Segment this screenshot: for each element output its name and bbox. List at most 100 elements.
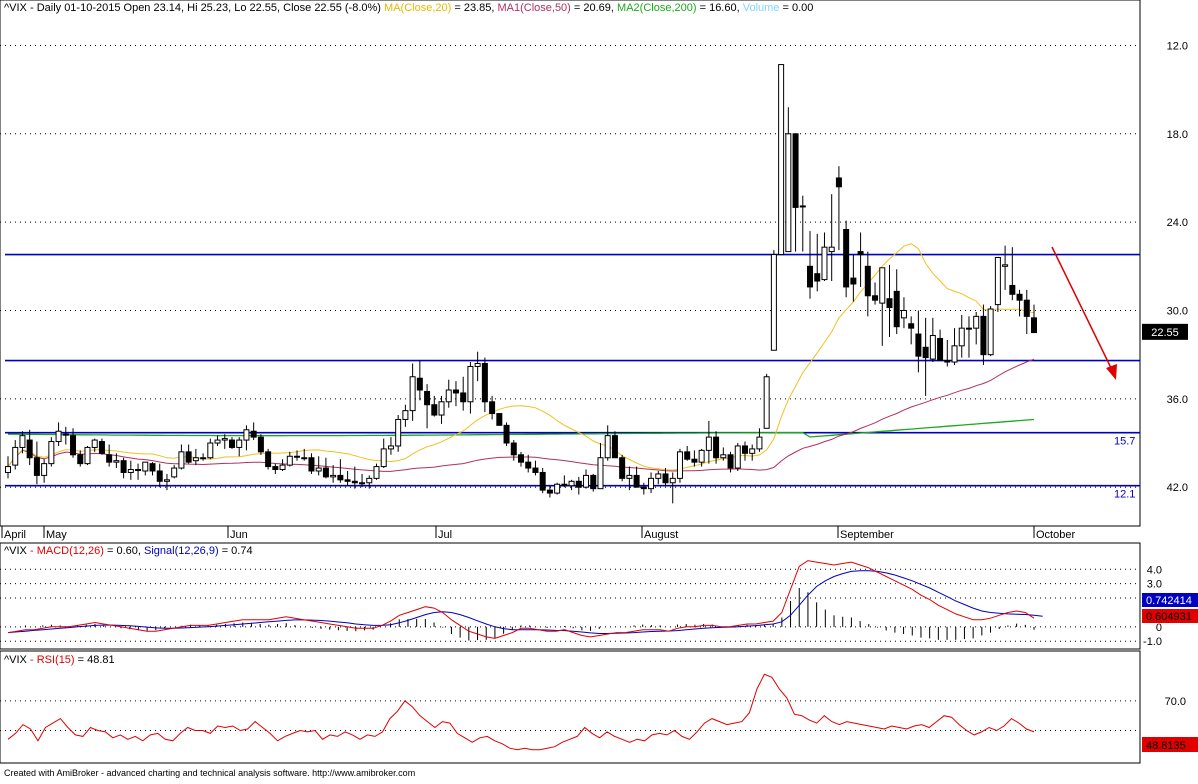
candle-up xyxy=(438,401,445,416)
candle-down xyxy=(308,457,315,472)
candle-up xyxy=(669,477,676,484)
candle-up xyxy=(929,335,936,360)
candle-down xyxy=(344,479,351,482)
candle-down xyxy=(496,413,503,426)
candle-down xyxy=(835,177,842,188)
macd-label: - MACD(12,26) xyxy=(29,545,104,557)
price-tick-label: 42.0 xyxy=(1167,482,1188,494)
candle-down xyxy=(633,474,640,488)
macd-tick-label: -1.0 xyxy=(1143,636,1162,648)
candle-up xyxy=(55,430,62,443)
candle-down xyxy=(611,435,618,459)
candle-down xyxy=(640,486,647,490)
candle-down xyxy=(156,470,163,482)
last-price-label: 22.55 xyxy=(1151,327,1179,339)
candle-down xyxy=(272,466,279,471)
candle-down xyxy=(662,473,669,484)
candle-down xyxy=(250,430,257,438)
candle-down xyxy=(424,390,431,406)
month-label: Jul xyxy=(438,529,452,541)
candle-down xyxy=(713,436,720,459)
candle-up xyxy=(568,480,575,487)
candle-down xyxy=(727,454,734,469)
candle-up xyxy=(163,479,170,482)
candle-down xyxy=(590,474,597,490)
candle-up xyxy=(142,461,149,472)
candle-up xyxy=(48,441,55,465)
candle-up xyxy=(207,442,214,459)
candle-up xyxy=(467,365,474,403)
candle-up xyxy=(113,460,120,463)
candle-up xyxy=(828,246,835,253)
candle-down xyxy=(185,451,192,463)
candle-up xyxy=(409,376,416,412)
candle-down xyxy=(1016,293,1023,301)
candle-up xyxy=(445,389,452,403)
candle-up xyxy=(84,446,91,465)
candle-up xyxy=(366,477,373,484)
candle-up xyxy=(127,469,134,473)
rsi-panel-frame xyxy=(0,650,1141,764)
candle-down xyxy=(792,133,799,208)
candle-up xyxy=(192,457,199,462)
hline-value-label: 12.1 xyxy=(1114,489,1135,501)
price-tick-label: 30.0 xyxy=(1167,305,1188,317)
candle-down xyxy=(741,445,748,454)
candle-down xyxy=(908,323,915,329)
candle-up xyxy=(698,449,705,463)
rsi-title: ^VIX - RSI(15) = 48.81 xyxy=(4,654,115,666)
price-desc: - Daily 01-10-2015 Open 23.14, Hi 25.23,… xyxy=(29,2,381,14)
last-price-badge xyxy=(1142,323,1188,340)
candle-down xyxy=(77,454,84,465)
macd-layer xyxy=(7,560,1043,641)
candle-down xyxy=(431,404,438,416)
candle-up xyxy=(171,467,178,478)
candle-down xyxy=(33,457,40,476)
candle-down xyxy=(575,480,582,488)
candle-down xyxy=(619,457,626,479)
candle-down xyxy=(539,471,546,491)
ma50-label: MA1(Close,50) xyxy=(497,2,571,14)
candle-up xyxy=(958,327,965,347)
candle-up xyxy=(221,438,228,441)
candle-down xyxy=(872,295,879,301)
candle-up xyxy=(178,451,185,469)
candle-up xyxy=(951,345,958,363)
candle-up xyxy=(395,418,402,447)
ma200-label: MA2(Close,200) xyxy=(617,2,697,14)
price-title: ^VIX - Daily 01-10-2015 Open 23.14, Hi 2… xyxy=(4,2,813,14)
candle-down xyxy=(26,439,33,459)
candle-up xyxy=(301,457,308,460)
candle-down xyxy=(265,451,272,468)
candle-up xyxy=(900,309,907,319)
axis-layer: 42.0 36.0 30.0 24.0 18.0 12.0 15.7 12.1 22.55 Apr… xyxy=(0,40,1198,752)
candle-up xyxy=(135,469,142,472)
candle-up xyxy=(5,466,11,473)
candle-up xyxy=(236,439,243,448)
candle-down xyxy=(337,474,344,481)
macd-tick-label: 0 xyxy=(1156,622,1162,634)
macd-tick-label: 4.0 xyxy=(1147,564,1162,576)
candle-up xyxy=(994,256,1001,306)
candle-up xyxy=(359,482,366,485)
candle-up xyxy=(243,429,250,441)
candle-up xyxy=(279,464,286,471)
candle-down xyxy=(922,346,929,359)
macd-title: ^VIX - MACD(12,26) = 0.60, Signal(12,26,… xyxy=(4,545,253,557)
candle-up xyxy=(583,474,590,488)
candle-down xyxy=(518,454,524,463)
month-label: October xyxy=(1036,529,1075,541)
horizontal-lines-layer xyxy=(5,253,1140,487)
candle-down xyxy=(814,273,821,282)
month-label: August xyxy=(644,529,678,541)
month-label: Jun xyxy=(230,529,248,541)
candle-up xyxy=(12,446,19,466)
candle-up xyxy=(705,436,712,451)
candle-down xyxy=(850,277,857,285)
candle-up xyxy=(785,133,792,253)
month-label: May xyxy=(46,529,67,541)
candle-up xyxy=(474,363,481,367)
candle-down xyxy=(807,265,814,288)
candle-down xyxy=(416,377,423,391)
